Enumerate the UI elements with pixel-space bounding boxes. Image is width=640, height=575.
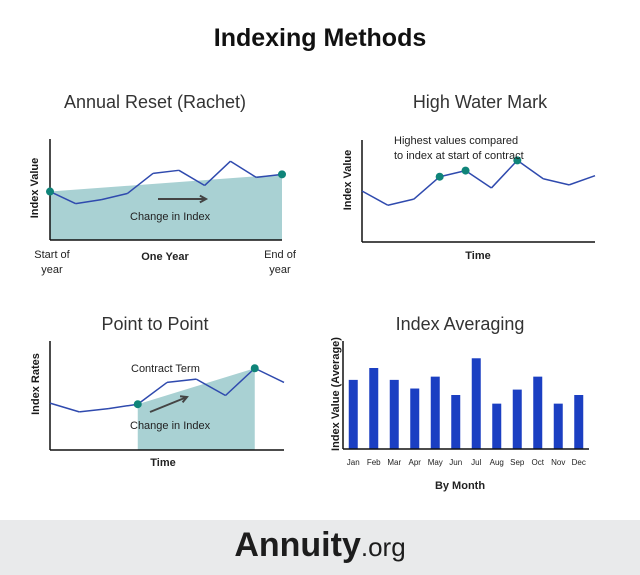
point-to-point-highlight-point [133,400,142,409]
averaging-ylabel: Index Value (Average) [330,337,342,451]
averaging-month-label: Sep [510,458,525,467]
point-to-point-annotation-top: Contract Term [131,363,200,375]
annual-reset-line-segment [49,190,77,205]
averaging-bar [430,376,440,449]
high-water-ylabel: Index Value [342,149,354,211]
annual-reset-line-segment [230,160,257,179]
point-to-point-arrow-head [179,395,189,404]
high-water-annotation: Highest values compared to index at star… [394,134,524,164]
high-water-line-segment [439,169,466,178]
annual-reset-highlight-point [278,170,286,179]
averaging-title: Index Averaging [395,314,525,334]
averaging-month-label: Dec [572,458,586,467]
point-to-point-arrow-shaft [149,396,188,413]
annual-reset-xlabel: One Year [141,251,189,263]
annual-reset-annotation: Change in Index [130,211,211,223]
averaging-bar [574,395,584,449]
averaging-bar [369,368,379,449]
end-label-line-2: year [269,264,291,276]
point-to-point-line-segment [108,403,138,410]
annual-reset-highlight-point [46,187,54,196]
high-water-line-segment [465,169,492,189]
point-to-point-highlight-point [250,364,259,373]
high-water-line-segment [413,176,441,200]
annual-reset-arrow-head [199,194,209,204]
averaging-month-label: Mar [387,458,401,467]
high-water-line-segment [516,159,544,180]
point-to-point-xlabel: Time [150,457,176,469]
annual-reset-line-segment [101,192,128,201]
point-to-point-line-segment [49,402,80,413]
averaging-bar [553,403,563,449]
averaging-bar [533,376,543,449]
averaging-month-label: Aug [490,458,504,467]
averaging-bar [451,395,461,449]
high-water-title: High Water Mark [412,92,548,112]
averaging-month-label: Jun [449,458,462,467]
averaging-month-label: Jul [471,458,481,467]
point-to-point-line-segment [79,407,109,413]
averaging-month-label: Oct [532,458,545,467]
annual-reset-line-segment [256,173,283,179]
annual-reset-line-segment [75,198,102,205]
start-label-line-1: Start of [34,249,70,261]
annual-reset-change-area [50,174,282,240]
point-to-point-line-segment [195,378,226,397]
high-water-line-segment [543,178,570,186]
averaging-xlabel: By Month [434,480,486,492]
point-to-point-line-segment [254,367,285,384]
point-to-point-line-segment [137,381,168,405]
high-water-line-segment [361,190,389,206]
high-water-line-segment [387,198,414,207]
point-to-point-title: Point to Point [101,314,209,334]
annual-reset-line-segment [178,169,206,187]
annual-reset-line-segment [126,172,154,195]
point-to-point-annotation: Change in Index [130,420,211,432]
point-to-point-change-area [137,368,255,450]
averaging-bar [389,379,399,449]
point-to-point-line-segment [166,378,197,384]
annual-reset-title: Annual Reset (Rachet) [63,92,247,112]
annual-reset-line-segment [153,169,179,175]
averaging-month-label: May [428,458,443,467]
high-water-line-segment [568,174,596,186]
brand-extension: .org [360,532,406,562]
averaging-month-label: Apr [409,458,422,467]
high-water-annotation-line-1: Highest values compared [394,135,519,147]
main-title: Indexing Methods [213,24,427,52]
averaging-bar [512,389,522,449]
annual-reset-end-label: End of year [262,249,298,276]
end-label-line-1: End of [264,249,296,261]
averaging-month-label: Nov [551,458,565,467]
annual-reset-start-label: Start of year [32,249,72,276]
high-water-highlight-point [513,156,522,165]
high-water-highlight-point [461,166,470,175]
high-water-annotation-line-2: to index at start of contract [394,150,524,162]
start-label-line-2: year [41,264,63,276]
brand-name: Annuity [234,526,361,564]
averaging-month-label: Jan [347,458,360,467]
annual-reset-line-segment [204,160,231,187]
point-to-point-ylabel: Index Rates [30,353,42,415]
averaging-bar [410,388,420,449]
high-water-line-segment [490,159,518,189]
footer: Annuity.org [0,520,640,575]
high-water-highlight-point [435,172,444,181]
averaging-month-label: Feb [367,458,381,467]
averaging-bar [348,379,358,449]
averaging-bar [471,358,481,449]
brand-logo[interactable]: Annuity.org [0,526,640,565]
averaging-bar [492,403,502,449]
high-water-xlabel: Time [465,250,491,262]
point-to-point-line-segment [224,367,256,397]
